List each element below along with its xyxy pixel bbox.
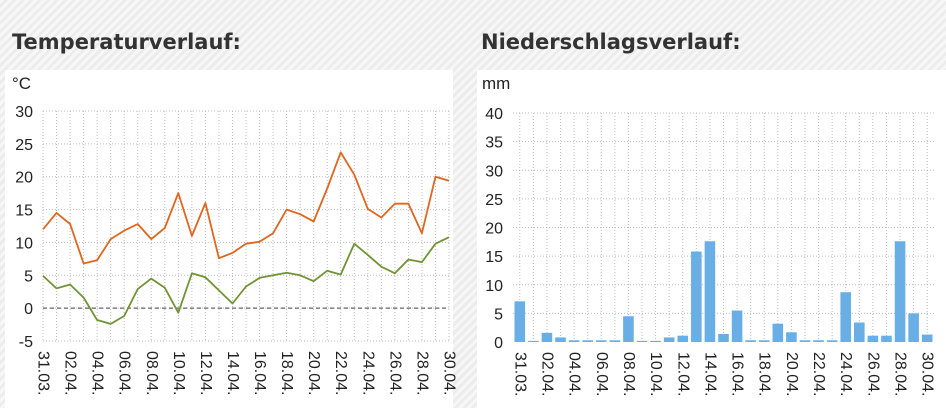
x-tick-label: 14.04. [224,351,241,395]
precipitation-bar [867,335,879,342]
x-tick-label: 02.04. [62,351,79,395]
y-tick-label: 15 [485,249,503,266]
x-tick-label: 26.04. [864,352,881,396]
precipitation-bar [718,333,729,342]
x-tick-label: 14.04. [701,352,718,396]
precipitation-heading: Niederschlagsverlauf: [481,30,741,54]
precipitation-bar [731,310,743,342]
x-tick-label: 28.04. [892,352,909,396]
x-tick-label: 18.04. [278,351,295,395]
precipitation-bar [582,340,593,342]
y-tick-label: 5 [24,268,33,285]
x-tick-label: 10.04. [647,352,664,396]
precipitation-bar [650,340,661,342]
y-tick-label: 15 [15,203,33,220]
precipitation-unit-label: mm [482,74,511,93]
x-tick-label: 04.04. [566,352,583,396]
precipitation-bar [677,335,689,342]
x-tick-label: 31.03. [35,351,52,395]
x-tick-label: 24.04. [359,351,376,395]
precipitation-bar [881,335,892,342]
temperature-chart-panel [5,70,453,408]
x-tick-label: 16.04. [251,351,268,395]
y-tick-label: 5 [494,306,503,323]
y-tick-label: 40 [485,106,503,123]
y-tick-label: 35 [485,135,503,152]
y-tick-label: 10 [485,278,503,295]
y-tick-label: 0 [24,301,33,318]
precipitation-bar [772,323,784,342]
x-tick-label: 24.04. [837,352,854,396]
temperature-heading: Temperaturverlauf: [12,30,241,54]
precipitation-chart-panel [477,70,946,408]
x-tick-label: 18.04. [756,352,773,396]
x-tick-label: 04.04. [89,351,106,395]
precipitation-bar [541,332,553,342]
precipitation-bar [745,340,756,342]
precipitation-bar [636,340,648,342]
series-line-max [42,151,450,265]
x-tick-label: 22.04. [810,352,827,396]
temperature-unit-label: °C [12,74,32,93]
precipitation-bar [799,340,811,342]
y-tick-label: 25 [485,192,503,209]
series-line-min [42,236,450,325]
precipitation-bar [595,340,607,342]
y-tick-label: 30 [15,104,33,121]
precipitation-bar [704,241,716,342]
x-tick-label: 28.04. [413,351,430,395]
y-tick-label: 20 [485,221,503,238]
x-tick-label: 31.03. [511,352,528,396]
precipitation-bar [691,251,702,342]
x-tick-label: 20.04. [305,351,322,395]
precipitation-bar [758,340,770,342]
precipitation-bar [555,337,566,342]
x-tick-label: 16.04. [729,352,746,396]
precipitation-bar [840,292,852,342]
x-tick-label: 06.04. [116,351,133,395]
x-tick-label: 20.04. [783,352,800,396]
precipitation-bar [528,340,539,342]
x-tick-label: 08.04. [620,352,637,396]
x-tick-label: 10.04. [170,351,187,395]
precipitation-bar [663,337,675,342]
x-tick-label: 30.04. [919,352,936,396]
x-tick-label: 30.04. [441,351,458,395]
x-tick-label: 06.04. [593,352,610,396]
x-tick-label: 02.04. [538,352,555,396]
precipitation-bar [813,340,824,342]
y-tick-label: -5 [19,334,33,351]
precipitation-bar [568,340,580,342]
y-tick-label: 0 [494,335,503,352]
precipitation-bar [826,340,838,342]
y-tick-label: 30 [485,163,503,180]
x-tick-label: 12.04. [674,352,691,396]
x-tick-label: 12.04. [197,351,214,395]
y-tick-label: 25 [15,137,33,154]
precipitation-bar [908,313,919,342]
y-tick-label: 20 [15,170,33,187]
y-tick-label: 10 [15,235,33,252]
precipitation-bar [854,322,865,342]
precipitation-bar [786,332,797,342]
precipitation-bar [623,316,634,342]
precipitation-bar [514,301,526,342]
precipitation-bar [894,241,906,342]
precipitation-bar [609,340,621,342]
x-tick-label: 08.04. [143,351,160,395]
x-tick-label: 26.04. [386,351,403,395]
x-tick-label: 22.04. [332,351,349,395]
precipitation-bar [921,334,933,342]
